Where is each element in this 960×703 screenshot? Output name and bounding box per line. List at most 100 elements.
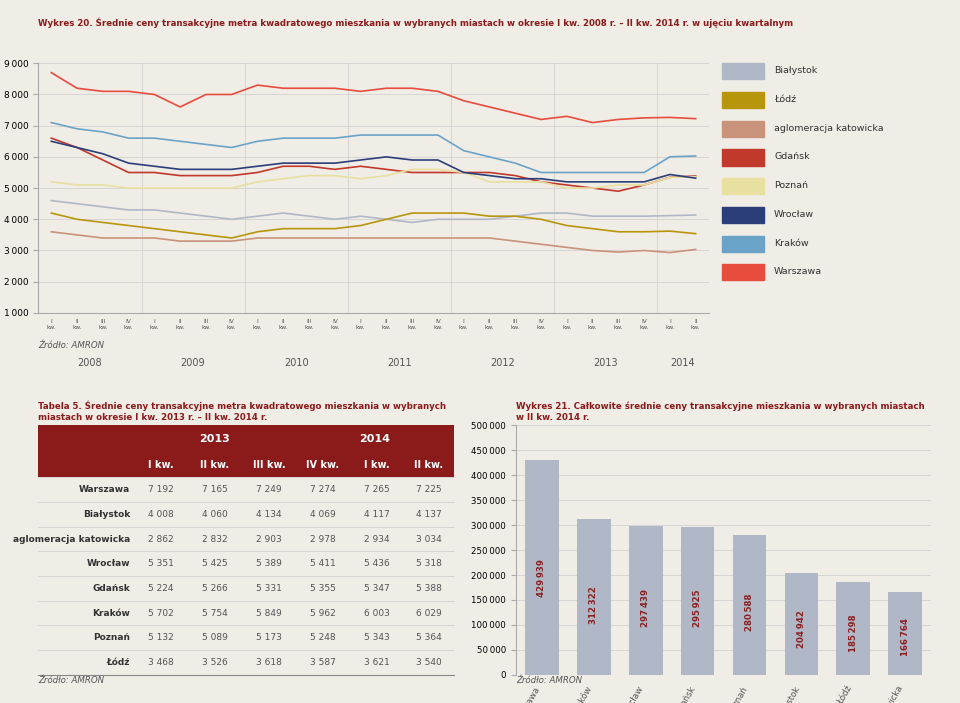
Bar [722, 121, 763, 137]
Text: aglomeracja katowicka: aglomeracja katowicka [12, 534, 130, 543]
Text: Gdańsk: Gdańsk [774, 153, 809, 162]
Text: 5 702: 5 702 [148, 609, 174, 618]
Text: III kw.: III kw. [252, 460, 285, 470]
Text: 7 225: 7 225 [416, 485, 442, 494]
Text: Łódź: Łódź [107, 658, 130, 667]
Text: 5 962: 5 962 [310, 609, 336, 618]
Text: 5 754: 5 754 [202, 609, 228, 618]
Text: 5 224: 5 224 [148, 584, 174, 593]
Bar [888, 592, 923, 675]
Text: 297 439: 297 439 [641, 589, 650, 627]
Text: Wrocław: Wrocław [774, 209, 814, 219]
Text: Źródło: AMRON: Źródło: AMRON [38, 341, 105, 350]
Text: 295 925: 295 925 [693, 590, 702, 627]
Text: Źródło: AMRON: Źródło: AMRON [516, 676, 582, 685]
Text: 2014: 2014 [359, 434, 391, 444]
Text: 5 436: 5 436 [364, 559, 390, 568]
Bar [722, 178, 763, 194]
Text: 3 526: 3 526 [202, 658, 228, 667]
Text: aglomeracja katowicka: aglomeracja katowicka [774, 124, 884, 133]
Text: 3 587: 3 587 [310, 658, 336, 667]
Text: 5 089: 5 089 [202, 633, 228, 643]
Text: 7 249: 7 249 [256, 485, 281, 494]
Text: 312 322: 312 322 [589, 586, 598, 624]
Text: 5 411: 5 411 [310, 559, 336, 568]
Bar [722, 264, 763, 280]
Text: II kw.: II kw. [201, 460, 229, 470]
Text: 166 764: 166 764 [900, 619, 910, 657]
Text: 2 903: 2 903 [256, 534, 281, 543]
Bar [577, 519, 611, 675]
Text: 5 248: 5 248 [310, 633, 336, 643]
Text: 2010: 2010 [284, 358, 308, 368]
Text: 4 069: 4 069 [310, 510, 336, 519]
Text: 4 060: 4 060 [202, 510, 228, 519]
Text: 4 117: 4 117 [364, 510, 390, 519]
Text: 429 939: 429 939 [538, 560, 546, 598]
Bar [722, 150, 763, 166]
Text: Poznań: Poznań [93, 633, 130, 643]
Text: 3 621: 3 621 [364, 658, 390, 667]
Text: 3 618: 3 618 [256, 658, 282, 667]
Text: 2013: 2013 [593, 358, 618, 368]
Text: 6 003: 6 003 [364, 609, 390, 618]
Text: 2008: 2008 [78, 358, 103, 368]
Text: 2011: 2011 [387, 358, 412, 368]
Bar [784, 572, 818, 675]
Text: 4 134: 4 134 [256, 510, 281, 519]
Bar [722, 92, 763, 108]
Text: II kw.: II kw. [414, 460, 444, 470]
Text: 5 849: 5 849 [256, 609, 281, 618]
Text: Łódź: Łódź [774, 95, 796, 104]
Text: 5 389: 5 389 [256, 559, 282, 568]
Text: I kw.: I kw. [148, 460, 174, 470]
Text: 5 331: 5 331 [256, 584, 282, 593]
Bar [525, 460, 559, 675]
Text: 5 347: 5 347 [364, 584, 390, 593]
Text: Źródło: AMRON: Źródło: AMRON [38, 676, 105, 685]
Text: IV kw.: IV kw. [306, 460, 340, 470]
Text: Warszawa: Warszawa [79, 485, 130, 494]
Text: 3 540: 3 540 [416, 658, 442, 667]
Text: Wykres 20. Średnie ceny transakcyjne metra kwadratowego mieszkania w wybranych m: Wykres 20. Średnie ceny transakcyjne met… [38, 18, 794, 28]
Text: Tabela 5. Średnie ceny transakcyjne metra kwadratowego mieszkania w wybranych
mi: Tabela 5. Średnie ceny transakcyjne metr… [38, 401, 446, 422]
Text: 7 165: 7 165 [202, 485, 228, 494]
Text: 5 364: 5 364 [416, 633, 442, 643]
Text: Białystok: Białystok [83, 510, 130, 519]
Text: 5 355: 5 355 [310, 584, 336, 593]
Text: 5 425: 5 425 [202, 559, 228, 568]
Text: 2012: 2012 [490, 358, 515, 368]
Bar [722, 63, 763, 79]
Text: Gdańsk: Gdańsk [92, 584, 130, 593]
Text: 280 588: 280 588 [745, 593, 754, 631]
Bar [722, 236, 763, 252]
Text: Wrocław: Wrocław [86, 559, 130, 568]
Text: 6 029: 6 029 [416, 609, 442, 618]
Text: 185 298: 185 298 [849, 614, 858, 652]
Text: Kraków: Kraków [92, 609, 130, 618]
Text: 5 173: 5 173 [256, 633, 282, 643]
Text: 2 934: 2 934 [364, 534, 390, 543]
Text: 204 942: 204 942 [797, 610, 806, 647]
Text: 4 137: 4 137 [416, 510, 442, 519]
Text: 3 034: 3 034 [416, 534, 442, 543]
Text: 4 008: 4 008 [148, 510, 174, 519]
Text: 5 318: 5 318 [416, 559, 442, 568]
Text: 2 862: 2 862 [148, 534, 174, 543]
Text: 5 343: 5 343 [364, 633, 390, 643]
Bar [629, 527, 662, 675]
Text: 7 274: 7 274 [310, 485, 336, 494]
Bar [722, 207, 763, 223]
Text: 3 468: 3 468 [148, 658, 174, 667]
Text: 5 266: 5 266 [202, 584, 228, 593]
Text: 2013: 2013 [200, 434, 230, 444]
Text: Poznań: Poznań [774, 181, 808, 190]
Text: 2009: 2009 [180, 358, 205, 368]
Text: 5 388: 5 388 [416, 584, 442, 593]
Text: 5 351: 5 351 [148, 559, 174, 568]
Text: 2 978: 2 978 [310, 534, 336, 543]
Text: 7 265: 7 265 [364, 485, 390, 494]
Text: 2 832: 2 832 [202, 534, 228, 543]
Text: Kraków: Kraków [774, 238, 808, 247]
Text: Wykres 21. Całkowite średnie ceny transakcyjne mieszkania w wybranych miastach
w: Wykres 21. Całkowite średnie ceny transa… [516, 402, 924, 422]
